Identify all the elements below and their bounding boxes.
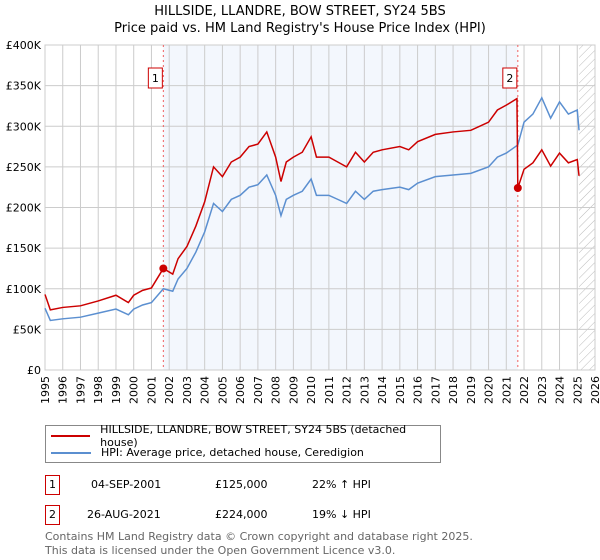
y-tick-label: £0 [27,364,41,377]
legend-item-hpi: HPI: Average price, detached house, Cere… [46,444,364,461]
sale-label: 1 [152,72,159,85]
sale-label: 2 [506,72,513,85]
sale-date: 04-SEP-2001 [91,478,162,491]
x-tick-label: 2018 [447,376,460,404]
x-tick-label: 1997 [74,376,87,404]
x-tick-label: 2009 [287,376,300,404]
sale-price: £125,000 [215,478,268,491]
x-tick-label: 2006 [234,376,247,404]
legend-item-property: HILLSIDE, LLANDRE, BOW STREET, SY24 5BS … [46,423,440,449]
y-tick-label: £250K [6,161,42,174]
y-tick-label: £200K [6,202,42,215]
x-tick-label: 2023 [536,376,549,404]
sale-date: 26-AUG-2021 [87,508,161,521]
sale-row: 1 04-SEP-2001 £125,000 22% ↑ HPI [45,475,445,495]
sale-point [513,184,522,192]
x-tick-label: 2017 [429,376,442,404]
sale-badge: 1 [45,475,60,495]
sale-point [159,264,168,273]
x-tick-label: 1999 [110,376,123,404]
property-price-line [44,97,580,311]
y-tick-label: £50K [13,323,42,336]
x-tick-label: 2013 [358,376,371,404]
x-tick-label: 2007 [252,376,265,404]
sale-label-box [502,67,518,89]
x-tick-label: 2014 [376,376,389,404]
sale-row: 2 26-AUG-2021 £224,000 19% ↓ HPI [45,505,445,525]
hpi-line [44,96,580,322]
footer-line: Contains HM Land Registry data © Crown c… [45,530,473,543]
x-tick-label: 2011 [323,376,336,404]
x-tick-label: 2000 [128,376,141,404]
legend-label: HILLSIDE, LLANDRE, BOW STREET, SY24 5BS … [100,422,407,449]
x-tick-label: 2004 [199,376,212,404]
sale-badge: 2 [45,505,60,525]
x-tick-label: 2010 [305,376,318,404]
x-tick-label: 2021 [500,376,513,404]
y-tick-label: £150K [6,242,42,255]
x-tick-label: 1995 [39,376,52,404]
x-tick-label: 2019 [465,376,478,404]
chart-title: HILLSIDE, LLANDRE, BOW STREET, SY24 5BS [154,4,446,19]
x-tick-label: 2015 [394,376,407,404]
x-tick-label: 2025 [571,376,584,404]
x-tick-label: 2026 [589,376,600,404]
price-chart: 1995 1996 1997 1998 1999 2000 2001 2002 2003 2004… [6,39,600,404]
x-tick-label: 2020 [483,376,496,404]
x-tick-label: 2024 [554,376,567,404]
plot-frame [44,44,596,371]
sale-hpi-diff: 19% ↓ HPI [312,508,371,521]
sale-label-box [147,67,163,89]
x-tick-label: 1998 [92,376,105,404]
x-tick-label: 2016 [412,376,425,404]
x-tick-label: 1996 [57,376,70,404]
legend-label: HPI: Average price, detached house, Cere… [101,446,364,459]
x-tick-label: 2003 [181,376,194,404]
y-tick-label: £300K [6,120,42,133]
red-line-swatch [51,434,91,437]
x-tick-label: 2001 [145,376,158,404]
y-tick-label: £400K [6,39,42,52]
legend: HILLSIDE, LLANDRE, BOW STREET, SY24 5BS … [45,423,441,463]
x-tick-label: 2002 [163,376,176,404]
x-tick-label: 2012 [341,376,354,404]
sale-hpi-diff: 22% ↑ HPI [312,478,371,491]
footer-line: This data is licensed under the Open Gov… [45,544,396,557]
x-tick-label: 2022 [518,376,531,404]
y-tick-label: £100K [6,283,42,296]
blue-line-swatch [51,451,91,454]
sale-price: £224,000 [215,508,268,521]
chart-subtitle: Price paid vs. HM Land Registry's House … [114,21,486,36]
y-tick-label: £350K [6,80,42,93]
x-tick-label: 2008 [270,376,283,404]
x-tick-label: 2005 [216,376,229,404]
